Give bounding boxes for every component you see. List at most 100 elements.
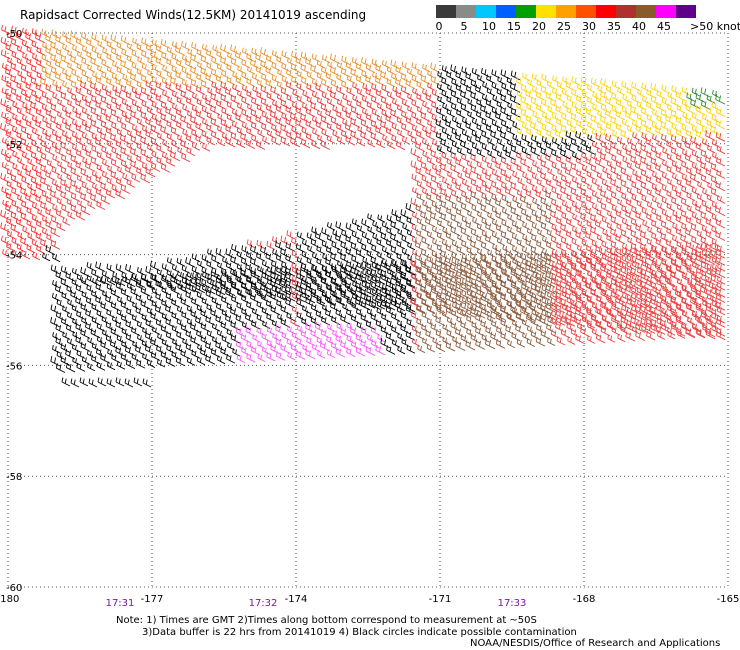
wind-barb bbox=[36, 46, 46, 56]
wind-barb bbox=[152, 326, 161, 335]
wind-barb bbox=[60, 342, 71, 353]
wind-barb bbox=[465, 84, 476, 95]
wind-barb bbox=[555, 309, 566, 320]
wind-barb bbox=[577, 244, 586, 254]
wind-barb bbox=[121, 122, 131, 133]
wind-barb bbox=[610, 260, 621, 271]
wind-barb bbox=[667, 178, 676, 187]
wind-barb bbox=[101, 84, 111, 94]
wind-barb bbox=[296, 325, 306, 334]
wind-barb bbox=[547, 291, 556, 301]
wind-barb bbox=[66, 311, 76, 321]
wind-barb bbox=[440, 256, 451, 267]
wind-barb bbox=[120, 35, 131, 46]
wind-barb bbox=[321, 264, 331, 274]
wind-barb bbox=[487, 314, 496, 324]
wind-barb bbox=[216, 329, 226, 339]
wind-barb bbox=[431, 88, 441, 98]
wind-barb bbox=[256, 79, 266, 88]
wind-barb bbox=[681, 185, 691, 195]
wind-barb bbox=[205, 72, 216, 84]
wind-barb bbox=[147, 57, 156, 66]
wind-barb bbox=[551, 87, 561, 97]
wind-barb bbox=[90, 193, 101, 204]
wind-barb bbox=[705, 155, 716, 166]
wind-barb bbox=[206, 136, 216, 146]
wind-barb bbox=[91, 354, 101, 365]
wind-barb bbox=[535, 91, 546, 101]
wind-barb bbox=[210, 308, 221, 319]
wind-barb bbox=[696, 230, 706, 240]
wind-barb bbox=[70, 179, 81, 190]
wind-barb bbox=[411, 124, 421, 134]
wind-barb bbox=[555, 104, 566, 115]
wind-barb bbox=[236, 102, 246, 111]
wind-barb bbox=[231, 120, 241, 130]
wind-barb bbox=[150, 137, 161, 148]
wind-barb bbox=[0, 172, 11, 184]
wind-barb bbox=[650, 145, 661, 155]
wind-barb bbox=[161, 51, 171, 62]
wind-barb bbox=[100, 95, 111, 106]
wind-barb bbox=[611, 300, 621, 310]
wind-barb bbox=[56, 197, 66, 207]
wind-barb bbox=[340, 275, 351, 286]
wind-barb bbox=[340, 313, 351, 325]
wind-barb bbox=[671, 184, 681, 194]
wind-barb bbox=[230, 44, 241, 56]
wind-barb bbox=[10, 211, 21, 222]
wind-barb bbox=[635, 236, 646, 247]
wind-barb bbox=[565, 130, 576, 141]
wind-barb bbox=[561, 251, 571, 261]
wind-barb bbox=[631, 193, 641, 203]
wind-barb bbox=[106, 276, 116, 286]
wind-barb bbox=[155, 44, 166, 55]
wind-barb bbox=[415, 278, 426, 289]
wind-barb bbox=[57, 160, 66, 170]
wind-barb bbox=[156, 358, 166, 368]
wind-barb bbox=[66, 337, 76, 347]
wind-barb bbox=[671, 310, 681, 320]
wind-barb bbox=[215, 99, 226, 110]
wind-barb bbox=[321, 128, 331, 138]
wind-barb bbox=[317, 109, 326, 119]
wind-barb bbox=[500, 230, 511, 241]
wind-barb bbox=[290, 136, 301, 148]
wind-barb bbox=[80, 328, 91, 339]
legend-label: 30 bbox=[582, 20, 596, 33]
wind-barb bbox=[641, 132, 651, 142]
wind-barb bbox=[25, 81, 36, 93]
wind-barb bbox=[466, 289, 476, 299]
wind-barb bbox=[581, 250, 591, 260]
wind-barb bbox=[526, 227, 536, 237]
wind-barb bbox=[345, 110, 356, 121]
wind-barb bbox=[646, 150, 656, 161]
wind-barb bbox=[70, 30, 81, 41]
wind-barb bbox=[596, 208, 606, 218]
wind-barb bbox=[177, 146, 186, 156]
wind-barb bbox=[495, 198, 506, 209]
wind-barb bbox=[191, 142, 201, 151]
wind-barb bbox=[271, 136, 281, 146]
wind-barb bbox=[486, 87, 496, 97]
wind-barb bbox=[266, 241, 276, 251]
wind-barb bbox=[246, 77, 256, 88]
wind-barb bbox=[671, 160, 681, 170]
wind-barb bbox=[81, 316, 91, 326]
wind-barb bbox=[596, 295, 606, 305]
wind-barb bbox=[660, 220, 671, 231]
wind-barb bbox=[516, 260, 526, 270]
wind-barb bbox=[232, 270, 241, 279]
wind-barb bbox=[417, 155, 426, 165]
wind-barb bbox=[375, 75, 386, 87]
wind-barb bbox=[541, 297, 551, 307]
wind-barb bbox=[385, 331, 396, 342]
wind-barb bbox=[76, 50, 86, 60]
wind-barb bbox=[357, 237, 366, 246]
wind-barb bbox=[150, 311, 161, 322]
wind-barb bbox=[472, 217, 481, 226]
wind-barb bbox=[346, 308, 356, 318]
wind-barb bbox=[487, 249, 496, 258]
wind-barb bbox=[396, 116, 406, 126]
wind-barb bbox=[657, 140, 666, 149]
